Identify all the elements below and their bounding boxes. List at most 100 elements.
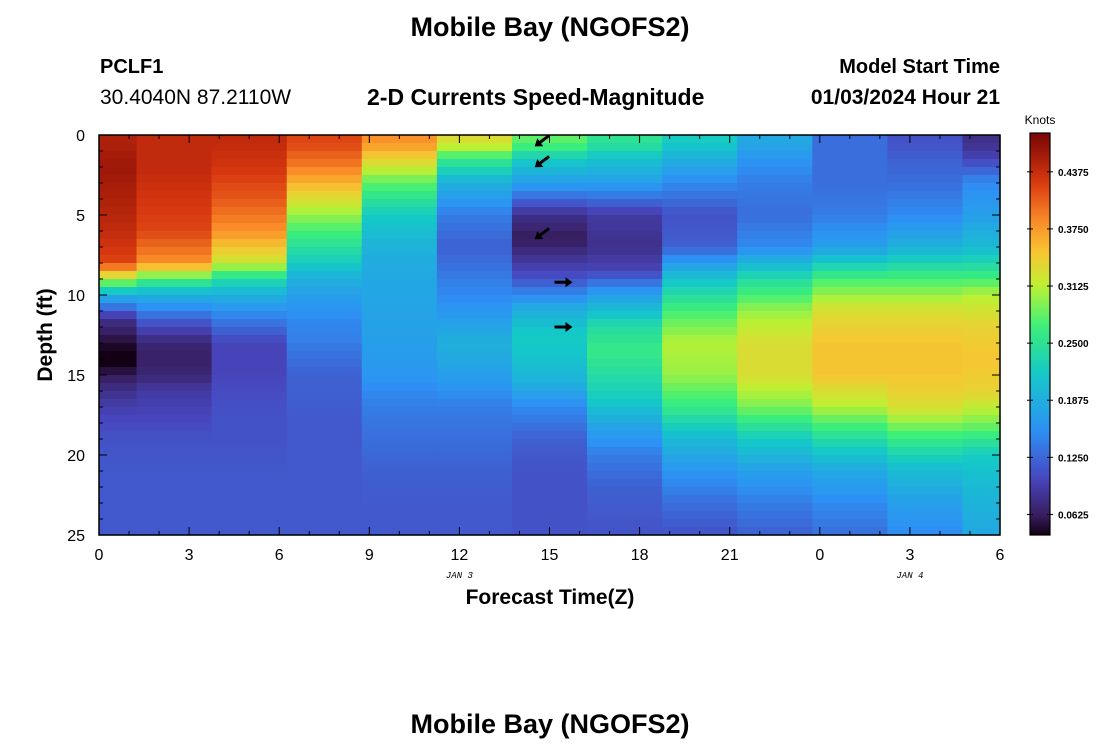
heatmap-cell xyxy=(436,151,513,160)
heatmap-cell xyxy=(286,527,363,536)
heatmap-cell xyxy=(361,431,438,440)
heatmap-cell xyxy=(99,143,138,152)
heatmap-cell xyxy=(511,455,588,464)
heatmap-cell xyxy=(136,151,213,160)
heatmap-cell xyxy=(812,399,888,408)
heatmap-cell xyxy=(587,399,663,408)
heatmap-cell xyxy=(962,423,1001,432)
heatmap-cell xyxy=(286,263,363,272)
heatmap-cell xyxy=(99,391,138,400)
heatmap-cell xyxy=(136,479,213,488)
heatmap-cell xyxy=(737,159,813,168)
heatmap-cell xyxy=(887,455,964,464)
heatmap-cell xyxy=(812,391,888,400)
heatmap-cell xyxy=(962,511,1001,520)
heatmap-cell xyxy=(99,215,138,224)
heatmap-cell xyxy=(211,247,288,256)
heatmap-cell xyxy=(136,303,213,312)
heatmap-cell xyxy=(286,311,363,320)
heatmap-cell xyxy=(286,151,363,160)
heatmap-cell xyxy=(812,447,888,456)
heatmap-cell xyxy=(812,183,888,192)
heatmap-cell xyxy=(962,255,1001,264)
heatmap-cell xyxy=(99,231,138,240)
heatmap-cell xyxy=(436,183,513,192)
heatmap-cell xyxy=(511,143,588,152)
heatmap-cell xyxy=(587,143,663,152)
heatmap-cell xyxy=(737,223,813,232)
heatmap-cell xyxy=(361,255,438,264)
heatmap-cell xyxy=(962,135,1001,144)
heatmap-cell xyxy=(587,511,663,520)
heatmap-cell xyxy=(136,391,213,400)
heatmap-cell xyxy=(211,175,288,184)
colorbar-title: Knots xyxy=(1025,113,1056,127)
heatmap-cell xyxy=(511,463,588,472)
heatmap-cell xyxy=(136,367,213,376)
heatmap-cell xyxy=(361,495,438,504)
heatmap-cell xyxy=(812,503,888,512)
heatmap-cell xyxy=(511,495,588,504)
heatmap-cell xyxy=(887,519,964,528)
heatmap-cell xyxy=(511,447,588,456)
heatmap-cell xyxy=(99,431,138,440)
heatmap-cell xyxy=(737,167,813,176)
heatmap-cell xyxy=(361,375,438,384)
heatmap-cell xyxy=(887,351,964,360)
heatmap-cell xyxy=(436,327,513,336)
heatmap-cell xyxy=(812,319,888,328)
heatmap-cell xyxy=(286,223,363,232)
heatmap-cell xyxy=(361,351,438,360)
y-tick-label: 25 xyxy=(67,528,85,545)
heatmap-cell xyxy=(511,239,588,248)
heatmap-cell xyxy=(812,351,888,360)
heatmap-cell xyxy=(361,271,438,280)
heatmap-cell xyxy=(99,383,138,392)
heatmap-cell xyxy=(286,423,363,432)
heatmap-cell xyxy=(962,271,1001,280)
heatmap-cell xyxy=(511,343,588,352)
heatmap-cell xyxy=(737,383,813,392)
heatmap-cell xyxy=(662,231,738,240)
heatmap-cell xyxy=(99,223,138,232)
heatmap-cell xyxy=(887,439,964,448)
heatmap-cell xyxy=(136,447,213,456)
heatmap-cell xyxy=(662,439,738,448)
heatmap-cell xyxy=(737,135,813,144)
heatmap-cell xyxy=(962,239,1001,248)
heatmap-cell xyxy=(887,135,964,144)
heatmap-cell xyxy=(812,479,888,488)
heatmap-cell xyxy=(737,295,813,304)
heatmap-cell xyxy=(737,335,813,344)
heatmap-cell xyxy=(812,207,888,216)
heatmap-cell xyxy=(962,159,1001,168)
heatmap-cell xyxy=(662,223,738,232)
heatmap-cell xyxy=(887,431,964,440)
heatmap-cell xyxy=(737,287,813,296)
heatmap-cell xyxy=(436,159,513,168)
heatmap-cell xyxy=(587,287,663,296)
heatmap-cell xyxy=(361,263,438,272)
heatmap-cell xyxy=(587,303,663,312)
colorbar-gradient xyxy=(1029,132,1051,536)
heatmap-cell xyxy=(737,519,813,528)
heatmap-cell xyxy=(99,471,138,480)
heatmap-cell xyxy=(436,343,513,352)
heatmap-cell xyxy=(662,343,738,352)
heatmap-cell xyxy=(361,175,438,184)
heatmap-cell xyxy=(286,327,363,336)
heatmap-cell xyxy=(136,407,213,416)
heatmap-cell xyxy=(286,271,363,280)
current-arrow xyxy=(534,227,550,240)
model-start-time: 01/03/2024 Hour 21 xyxy=(810,86,1000,109)
heatmap-cell xyxy=(662,399,738,408)
heatmap-cell xyxy=(662,375,738,384)
heatmap-cell xyxy=(812,439,888,448)
heatmap-cell xyxy=(662,423,738,432)
heatmap-cell xyxy=(737,399,813,408)
heatmap-cell xyxy=(737,239,813,248)
heatmap-cell xyxy=(962,199,1001,208)
heatmap-cell xyxy=(286,383,363,392)
heatmap-cell xyxy=(99,167,138,176)
heatmap-cell xyxy=(587,271,663,280)
